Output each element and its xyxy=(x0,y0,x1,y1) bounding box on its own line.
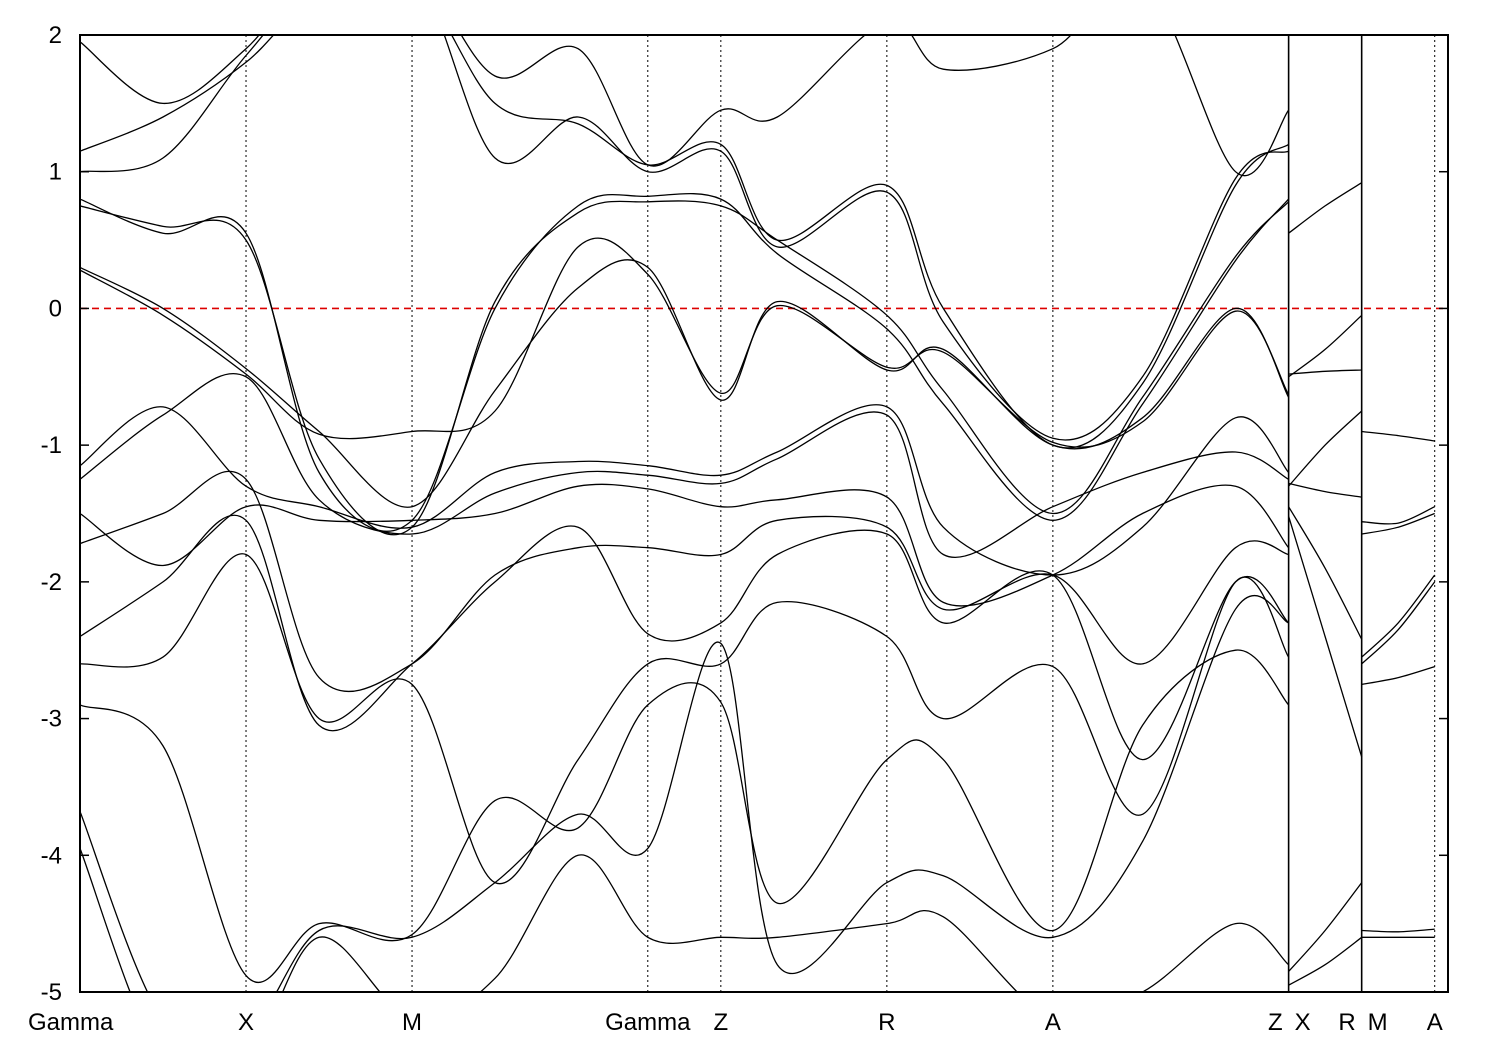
band-line xyxy=(80,372,1289,558)
x-tick-label: R xyxy=(878,1009,895,1036)
y-tick-label: 0 xyxy=(49,295,62,322)
band-line xyxy=(80,553,1290,885)
band-line xyxy=(1288,410,1363,487)
band-line xyxy=(1361,574,1436,658)
y-tick-label: -5 xyxy=(41,979,62,1006)
band-line xyxy=(80,470,1289,693)
x-tick-label: A xyxy=(1045,1009,1061,1036)
band-line xyxy=(80,514,1290,761)
band-line xyxy=(80,649,1290,984)
band-line xyxy=(1361,430,1435,442)
band-line xyxy=(80,192,1290,532)
y-tick-label: -3 xyxy=(41,706,62,733)
band-line xyxy=(1361,928,1435,933)
band-line xyxy=(80,483,1290,607)
band-lines xyxy=(80,35,1436,992)
band-line xyxy=(1361,665,1435,686)
band-line xyxy=(1361,512,1435,535)
path-break-lines xyxy=(1287,35,1363,992)
x-tick-label: X xyxy=(1295,1009,1311,1036)
band-line xyxy=(80,848,1290,992)
kpoint-gridlines xyxy=(245,35,1436,992)
y-axis: -5 -4 -3 -2 -1 0 1 2 xyxy=(41,22,1448,1006)
band-line xyxy=(1287,516,1363,758)
band-line xyxy=(1288,506,1363,640)
band-line xyxy=(80,404,1290,576)
band-line xyxy=(1288,314,1363,378)
band-line xyxy=(80,35,1290,177)
plot-frame xyxy=(79,34,1449,993)
band-line xyxy=(1288,936,1363,986)
x-tick-label: Z xyxy=(1268,1009,1283,1036)
band-line xyxy=(80,35,1289,449)
y-tick-label: -2 xyxy=(41,569,62,596)
x-tick-label: Gamma xyxy=(28,1009,114,1036)
x-tick-label: Gamma xyxy=(605,1009,691,1036)
x-tick-label: R xyxy=(1338,1009,1355,1036)
x-tick-label: Z xyxy=(713,1009,728,1036)
x-tick-label: M xyxy=(402,1009,422,1036)
band-line xyxy=(1361,506,1435,525)
y-tick-label: 2 xyxy=(49,22,62,49)
x-tick-label: X xyxy=(238,1009,254,1036)
x-tick-label: M xyxy=(1368,1009,1388,1036)
band-line xyxy=(80,594,1289,992)
y-tick-label: 1 xyxy=(49,159,62,186)
band-line xyxy=(80,259,1290,508)
band-line xyxy=(80,200,1290,536)
y-tick-label: -4 xyxy=(41,842,62,869)
band-line xyxy=(1288,182,1363,234)
band-line xyxy=(1288,882,1363,972)
band-line xyxy=(1288,482,1362,498)
y-tick-label: -1 xyxy=(41,432,62,459)
band-line xyxy=(1361,581,1436,665)
band-line xyxy=(80,35,1289,441)
x-tick-label: A xyxy=(1427,1009,1443,1036)
x-axis: Gamma X M Gamma Z R A Z X R M A xyxy=(28,1009,1443,1036)
band-line xyxy=(1288,369,1362,375)
